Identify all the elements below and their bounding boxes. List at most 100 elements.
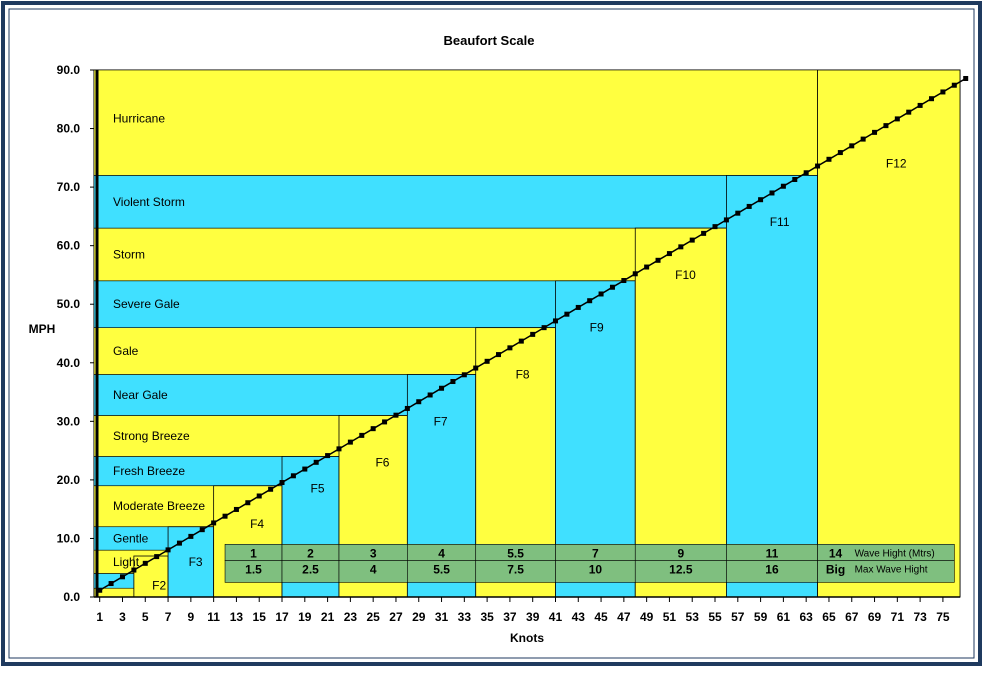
force-label: F3: [189, 555, 203, 569]
data-point: [712, 224, 718, 230]
x-tick-label: 43: [572, 610, 586, 624]
band-label: Severe Gale: [113, 297, 180, 311]
data-point: [598, 291, 604, 297]
x-tick-label: 5: [142, 610, 149, 624]
force-label: F12: [886, 157, 907, 171]
data-point: [165, 547, 171, 553]
data-point: [97, 587, 103, 593]
band-label: Gentle: [113, 531, 149, 545]
data-point: [268, 486, 274, 492]
x-tick-label: 61: [777, 610, 791, 624]
max-wave-height-value: 5.5: [433, 563, 450, 577]
x-tick-label: 37: [503, 610, 517, 624]
data-point: [564, 311, 570, 317]
data-point: [655, 257, 661, 263]
wave-height-value: 5.5: [507, 546, 524, 560]
data-point: [518, 338, 524, 344]
data-point: [313, 459, 319, 465]
wave-height-value: 2: [307, 546, 314, 560]
y-tick-label: 20.0: [57, 473, 81, 487]
max-wave-cell: [817, 560, 955, 583]
data-point: [119, 574, 125, 580]
band-label: Storm: [113, 247, 145, 261]
force-label: F7: [434, 414, 448, 428]
y-tick-label: 80.0: [57, 122, 81, 136]
data-point: [883, 123, 889, 129]
x-tick-label: 13: [230, 610, 244, 624]
data-point: [393, 412, 399, 418]
data-point: [951, 82, 957, 88]
data-point: [872, 129, 878, 135]
data-point: [347, 439, 353, 445]
force-label: F8: [516, 367, 530, 381]
x-tick-label: 75: [936, 610, 950, 624]
y-tick-label: 90.0: [57, 63, 81, 77]
data-point: [552, 318, 558, 324]
max-wave-height-value: 4: [370, 563, 377, 577]
band-hurricane: [93, 69, 818, 176]
band-label: Light: [113, 555, 140, 569]
data-point: [849, 143, 855, 149]
x-tick-label: 25: [366, 610, 380, 624]
y-tick-label: 10.0: [57, 531, 81, 545]
data-point: [815, 163, 821, 169]
wave-height-value: 9: [677, 546, 684, 560]
band-label: Near Gale: [113, 388, 168, 402]
data-point: [256, 493, 262, 499]
band-label: Hurricane: [113, 112, 165, 126]
data-point: [131, 567, 137, 573]
data-point: [735, 210, 741, 216]
force-column-f10: [634, 227, 727, 598]
data-point: [758, 197, 764, 203]
x-tick-label: 17: [275, 610, 289, 624]
data-point: [290, 473, 296, 479]
data-point: [154, 554, 160, 560]
data-point: [302, 466, 308, 472]
x-tick-label: 53: [686, 610, 700, 624]
band-violent-storm: [93, 175, 818, 229]
force-label: F5: [311, 482, 325, 496]
data-point: [963, 75, 969, 81]
data-point: [142, 560, 148, 566]
data-point: [370, 426, 376, 432]
x-tick-label: 7: [165, 610, 172, 624]
data-point: [222, 513, 228, 519]
band-label: Moderate Breeze: [113, 499, 205, 513]
data-point: [632, 271, 638, 277]
x-tick-label: 57: [731, 610, 745, 624]
data-point: [917, 102, 923, 108]
max-wave-height-value: 16: [765, 563, 779, 577]
data-point: [587, 298, 593, 304]
inner-frame: [8, 8, 975, 659]
x-tick-label: 9: [188, 610, 195, 624]
wave-height-value: 1: [250, 546, 257, 560]
data-point: [621, 278, 627, 284]
data-point: [644, 264, 650, 270]
data-point: [780, 183, 786, 189]
data-point: [450, 379, 456, 385]
wave-height-value: 7: [592, 546, 599, 560]
data-point: [382, 419, 388, 425]
force-label: F10: [675, 268, 696, 282]
max-wave-height-value: 7.5: [507, 563, 524, 577]
data-point: [609, 284, 615, 290]
x-tick-label: 47: [617, 610, 631, 624]
band-label: Strong Breeze: [113, 429, 190, 443]
data-point: [461, 372, 467, 378]
x-tick-label: 11: [207, 610, 220, 624]
y-tick-label: 70.0: [57, 180, 81, 194]
force-label: F11: [770, 215, 790, 229]
x-tick-label: 35: [480, 610, 494, 624]
data-point: [746, 203, 752, 209]
band-label: Violent Storm: [113, 195, 185, 209]
x-tick-label: 69: [868, 610, 882, 624]
max-wave-row-label: Max Wave Hight: [855, 565, 928, 576]
data-point: [769, 190, 775, 196]
x-tick-label: 31: [435, 610, 449, 624]
wave-height-value: 14: [829, 546, 843, 560]
y-tick-label: 60.0: [57, 239, 81, 253]
x-axis-label: Knots: [510, 631, 544, 645]
wave-height-value: 3: [370, 546, 377, 560]
force-column-f12: [817, 69, 961, 598]
